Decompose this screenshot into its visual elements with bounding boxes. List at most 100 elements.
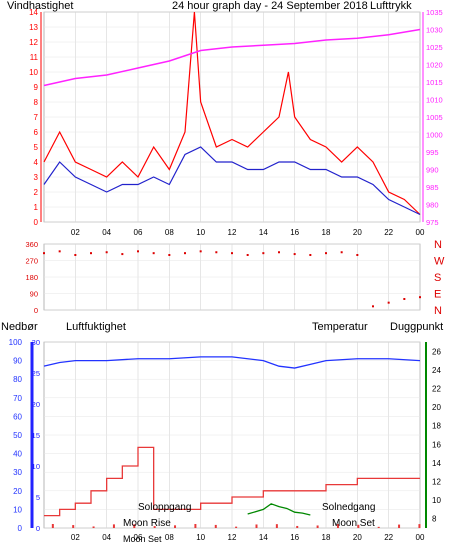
- wind-ytick: 10: [29, 68, 38, 77]
- compass-label: E: [434, 289, 441, 301]
- wind-panel-xtick: 00: [416, 228, 425, 237]
- precipitation-bar: [255, 524, 258, 528]
- humidity-ytick: 50: [13, 431, 22, 440]
- compass-label: W: [434, 256, 445, 268]
- direction-point: [356, 254, 359, 256]
- direction-point: [262, 252, 265, 255]
- pressure-ytick: 1020: [426, 61, 443, 70]
- precipitation-bar: [398, 524, 401, 528]
- direction-point: [215, 251, 218, 254]
- direction-point: [231, 252, 233, 255]
- wind-ytick: 0: [34, 218, 39, 227]
- direction-ytick: 180: [25, 273, 38, 282]
- compass-label: S: [434, 272, 441, 284]
- precipitation-bar: [153, 526, 156, 528]
- direction-ytick: 270: [25, 257, 38, 266]
- precipitation-ytick: 20: [32, 400, 40, 409]
- wind-ytick: 2: [34, 188, 39, 197]
- compass-label: N: [434, 305, 442, 317]
- humidity-ytick: 10: [13, 505, 22, 514]
- wind-panel-xtick: 18: [322, 228, 331, 237]
- direction-point: [168, 254, 171, 256]
- humidity-panel-xtick: 16: [290, 533, 299, 542]
- precipitation-bar: [72, 525, 75, 528]
- moonrise-label: Moon Rise: [123, 518, 171, 529]
- pressure-ytick: 1030: [426, 26, 443, 35]
- direction-point: [137, 250, 139, 253]
- pressure-ytick: 990: [426, 166, 439, 175]
- direction-point: [340, 251, 343, 254]
- wind-ytick: 12: [29, 38, 38, 47]
- humidity-panel-xtick: 18: [322, 533, 331, 542]
- humidity-ytick: 80: [13, 375, 22, 384]
- wind-average-line: [43, 146, 421, 216]
- wind-panel-xtick: 04: [102, 228, 111, 237]
- humidity-panel-xtick: 02: [71, 533, 80, 542]
- temperature-ytick: 8: [432, 515, 437, 524]
- precipitation-bar: [174, 525, 177, 528]
- direction-point: [403, 298, 406, 300]
- direction-point: [184, 252, 186, 255]
- precipitation-bar: [357, 524, 360, 528]
- precipitation-bar: [51, 524, 54, 528]
- humidity-panel-xtick: 08: [165, 533, 174, 542]
- pressure-ytick: 1015: [426, 78, 443, 87]
- humidity-ytick: 100: [9, 338, 23, 347]
- humidity-ytick: 90: [13, 357, 22, 366]
- precipitation-bar: [377, 526, 380, 528]
- precipitation-line: [44, 446, 420, 517]
- precipitation-bar: [112, 524, 115, 528]
- direction-ytick: 0: [34, 306, 38, 315]
- precipitation-bar: [296, 525, 299, 528]
- wind-speed-label: Vindhastighet: [7, 0, 74, 12]
- pressure-ytick: 1000: [426, 131, 443, 140]
- precipitation-bar: [418, 524, 421, 528]
- humidity-panel-xtick: 14: [259, 533, 268, 542]
- wind-ytick: 5: [34, 143, 39, 152]
- precipitation-bar: [194, 524, 197, 528]
- pressure-ytick: 1005: [426, 113, 443, 122]
- humidity-ytick: 40: [13, 450, 22, 459]
- humidity-panel-xtick: 12: [228, 533, 237, 542]
- pressure-ytick: 1025: [426, 43, 443, 52]
- wind-ytick: 13: [29, 23, 38, 32]
- temperature-label: Temperatur: [312, 321, 368, 333]
- temperature-ytick: 14: [432, 459, 441, 468]
- wind-ytick: 7: [34, 113, 39, 122]
- precipitation-ytick: 10: [32, 462, 40, 471]
- precipitation-bar: [92, 526, 95, 528]
- wind-panel-xtick: 02: [71, 228, 80, 237]
- wind-ytick: 8: [34, 98, 39, 107]
- direction-point: [325, 252, 327, 255]
- humidity-panel-xtick: 20: [353, 533, 362, 542]
- direction-point: [90, 252, 92, 255]
- direction-point: [199, 250, 202, 253]
- wind-ytick: 6: [34, 128, 39, 137]
- precipitation-label: Nedbør: [1, 321, 38, 333]
- humidity-line: [43, 356, 421, 369]
- sunset-label: Solnedgang: [322, 502, 376, 513]
- humidity-ytick: 70: [13, 394, 22, 403]
- precipitation-bar: [214, 524, 217, 528]
- direction-point: [74, 254, 77, 256]
- temperature-ytick: 18: [432, 422, 441, 431]
- wind-panel-xtick: 12: [228, 228, 237, 237]
- precipitation-bar: [336, 524, 339, 528]
- wind-panel-xtick: 06: [134, 228, 143, 237]
- humidity-panel-xtick: 10: [196, 533, 205, 542]
- moonset-time-label: Moon Set: [123, 534, 162, 544]
- compass-label: N: [434, 239, 442, 251]
- humidity-ytick: 30: [13, 468, 22, 477]
- humidity-ytick: 20: [13, 487, 22, 496]
- direction-point: [152, 252, 155, 255]
- pressure-label: Lufttrykk: [370, 0, 412, 12]
- direction-ytick: 90: [30, 290, 38, 299]
- precipitation-ytick: 15: [32, 431, 40, 440]
- direction-point: [246, 254, 249, 256]
- pressure-ytick: 995: [426, 148, 439, 157]
- humidity-panel-xtick: 00: [416, 533, 425, 542]
- wind-panel-xtick: 14: [259, 228, 268, 237]
- wind-panel-xtick: 10: [196, 228, 205, 237]
- temperature-ytick: 24: [432, 366, 441, 375]
